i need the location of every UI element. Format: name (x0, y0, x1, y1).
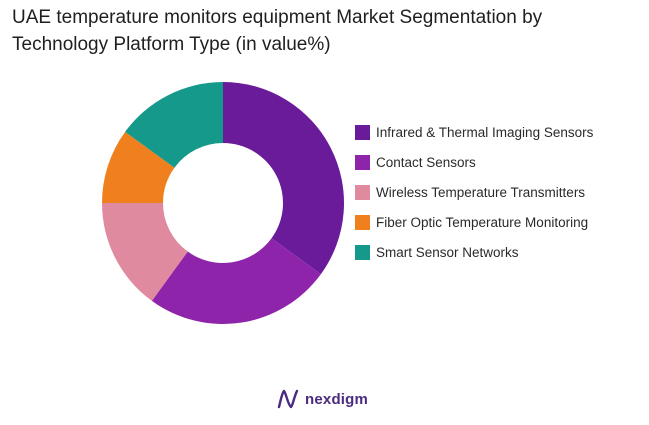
donut-slice-3 (102, 203, 188, 301)
legend-item: Infrared & Thermal Imaging Sensors (355, 125, 593, 140)
donut-slices (102, 82, 344, 324)
donut-slice-1 (223, 82, 344, 275)
legend-swatch (355, 245, 370, 260)
legend-swatch (355, 185, 370, 200)
chart-legend: Infrared & Thermal Imaging Sensors Contac… (355, 125, 593, 260)
legend-label: Fiber Optic Temperature Monitoring (376, 215, 589, 230)
legend-swatch (355, 125, 370, 140)
legend-item: Contact Sensors (355, 155, 593, 170)
nexdigm-logo-icon (277, 389, 299, 409)
legend-label: Contact Sensors (376, 155, 476, 170)
legend-item: Smart Sensor Networks (355, 245, 593, 260)
legend-item: Wireless Temperature Transmitters (355, 185, 593, 200)
chart-title: UAE temperature monitors equipment Marke… (12, 7, 543, 55)
legend-label: Smart Sensor Networks (376, 245, 519, 260)
brand-logo: nexdigm (276, 387, 368, 411)
legend-item: Fiber Optic Temperature Monitoring (355, 215, 593, 230)
brand-name: nexdigm (305, 390, 369, 408)
donut-slice-2 (151, 238, 321, 324)
legend-label: Infrared & Thermal Imaging Sensors (376, 125, 594, 140)
legend-swatch (355, 155, 370, 170)
legend-swatch (355, 215, 370, 230)
donut-slice-4 (102, 131, 175, 203)
legend-label: Wireless Temperature Transmitters (376, 185, 586, 200)
donut-slice-5 (125, 82, 223, 168)
